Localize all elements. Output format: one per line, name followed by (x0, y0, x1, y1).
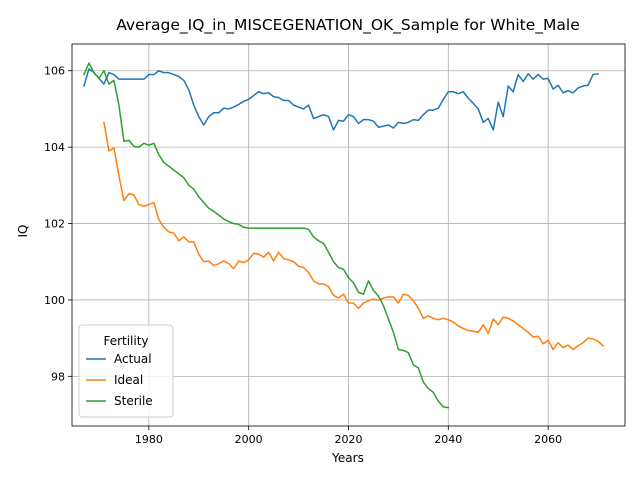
y-tick-label: 100 (44, 294, 65, 307)
y-tick-label: 106 (44, 65, 65, 78)
x-axis-label: Years (331, 451, 364, 465)
legend-title: Fertility (103, 334, 148, 348)
series-line-ideal (103, 121, 605, 351)
y-axis-label: IQ (16, 225, 30, 238)
legend-label-sterile: Sterile (114, 394, 153, 408)
x-tick-label: 2020 (335, 433, 363, 446)
y-tick-label: 98 (51, 370, 65, 383)
x-tick-label: 2000 (235, 433, 263, 446)
grid-lines (72, 44, 625, 426)
y-tick-label: 104 (44, 141, 65, 154)
series-line-sterile (82, 62, 450, 409)
legend-box (78, 324, 174, 418)
y-tick-label: 102 (44, 218, 65, 231)
x-tick-label: 2040 (434, 433, 462, 446)
legend: Fertility Actual Ideal Sterile (78, 324, 174, 418)
chart-title: Average_IQ_in_MISCEGENATION_OK_Sample fo… (116, 16, 580, 35)
legend-label-actual: Actual (114, 352, 152, 366)
legend-label-ideal: Ideal (114, 373, 143, 387)
x-axis-ticks: 1980 2000 2020 2040 2060 (135, 426, 562, 446)
series-line-actual (83, 68, 599, 131)
x-tick-label: 1980 (135, 433, 163, 446)
legend-entries: Actual Ideal Sterile (86, 352, 153, 408)
series-lines (82, 62, 605, 409)
y-axis-ticks: 98 100 102 104 106 (44, 65, 72, 383)
x-tick-label: 2060 (534, 433, 562, 446)
